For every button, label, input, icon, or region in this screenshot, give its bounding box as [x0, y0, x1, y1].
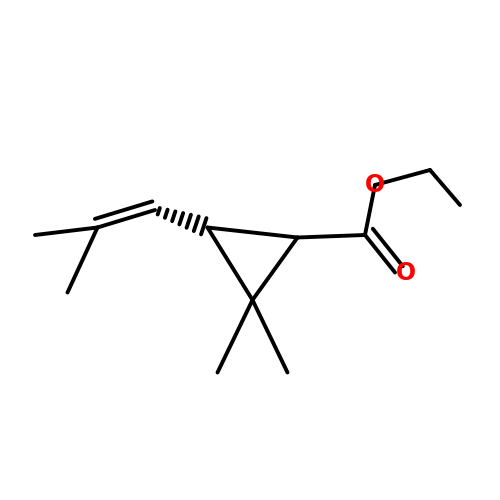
- Text: O: O: [365, 173, 385, 197]
- Text: O: O: [396, 260, 416, 284]
